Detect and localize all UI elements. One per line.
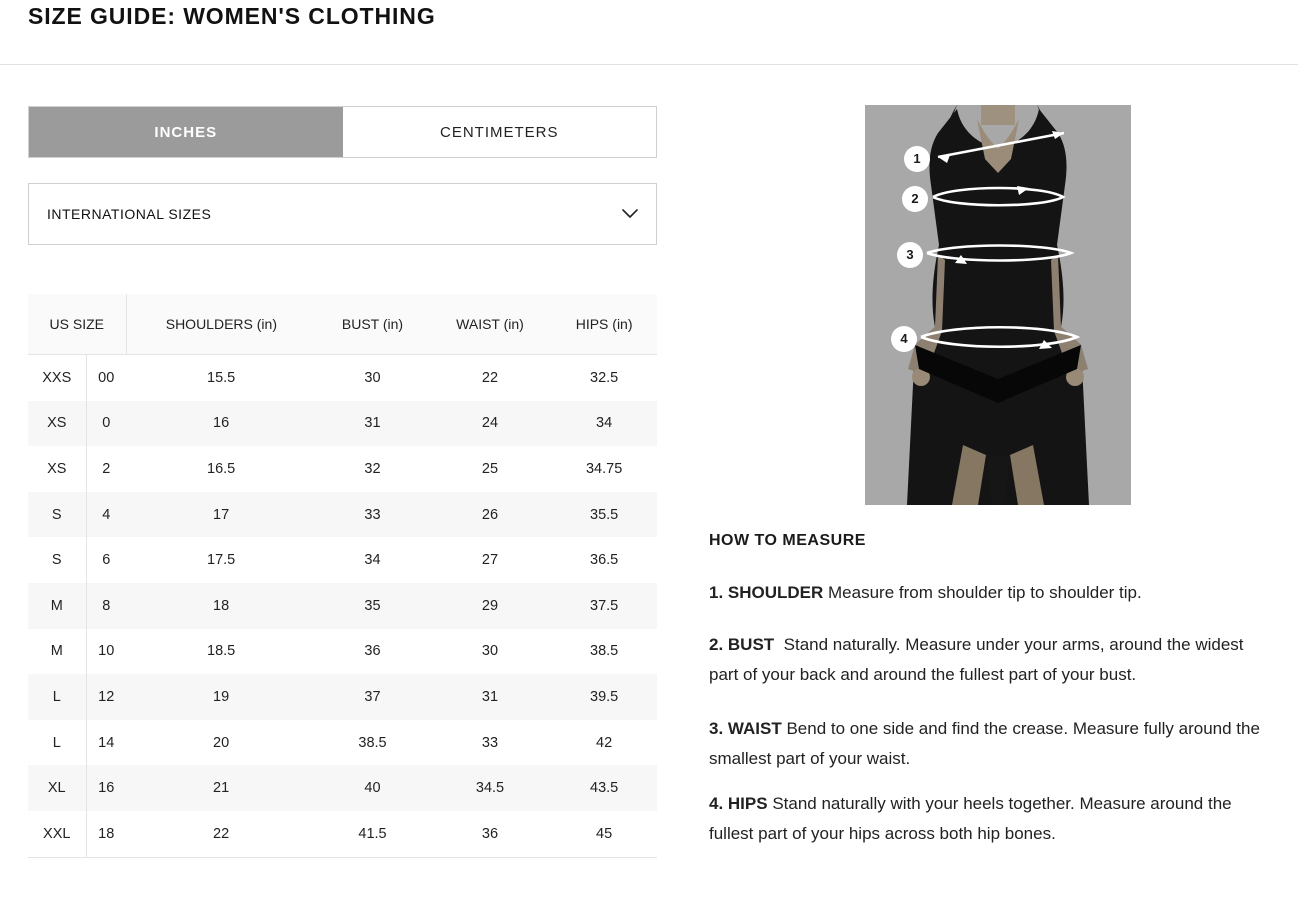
svg-text:4: 4 <box>900 331 908 346</box>
svg-text:1: 1 <box>913 151 920 166</box>
svg-text:3: 3 <box>906 247 913 262</box>
svg-text:2: 2 <box>911 191 918 206</box>
